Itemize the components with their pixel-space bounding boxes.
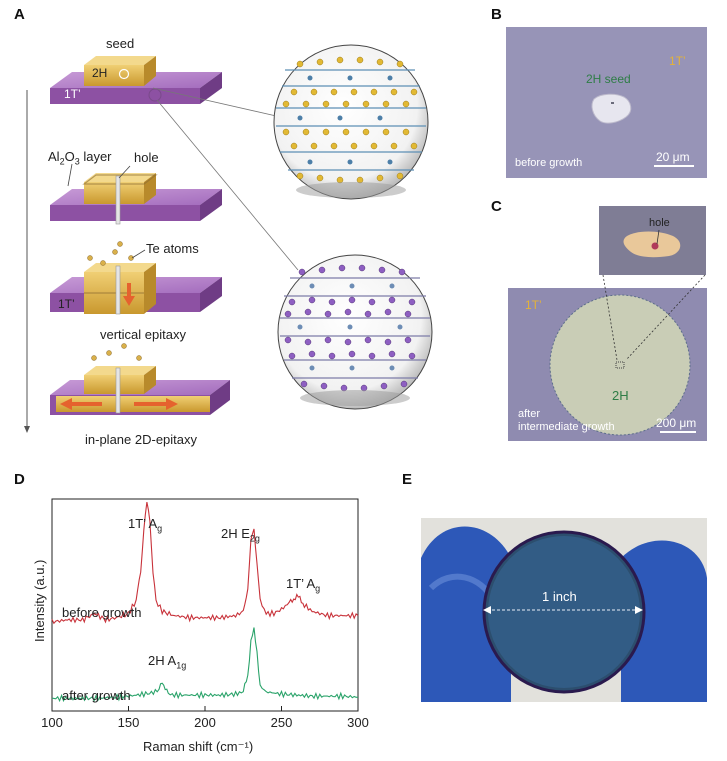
caption-after-growth: after intermediate growth xyxy=(518,408,615,433)
peak-label-1t-a: 1T’ Ag xyxy=(128,516,163,534)
peak-label-2h-e: 2H E2g xyxy=(221,526,260,544)
vertical-epitaxy-label: vertical epitaxy xyxy=(100,327,186,342)
series-label-after: after growth xyxy=(62,688,131,703)
wafer-photo: 1 inch xyxy=(421,518,707,702)
inplane-epitaxy-label: in-plane 2D-epitaxy xyxy=(85,432,198,447)
panel-label-c: C xyxy=(491,198,502,215)
series-label-before: before growth xyxy=(62,605,142,620)
panel-a-schematic xyxy=(24,44,433,433)
sphere-2h-structure xyxy=(273,44,429,200)
panel-label-b: B xyxy=(491,6,502,23)
x-tick-label: 150 xyxy=(118,715,140,730)
domain-2h-label: 2H xyxy=(612,388,629,403)
panel-label-a: A xyxy=(14,6,25,23)
step4-block xyxy=(50,343,230,415)
panel-label-e: E xyxy=(402,471,413,488)
raman-chart: 100 150 200 250 300 xyxy=(41,498,369,730)
seed-label: seed xyxy=(106,36,135,51)
micrograph-inset: hole xyxy=(599,206,706,275)
peak-label-1t-a2: 1T’ Ag xyxy=(286,576,321,594)
film-phase-label-b: 1T’ xyxy=(669,54,686,68)
step3-block xyxy=(50,241,222,315)
inset-leader-lines xyxy=(602,274,706,361)
film-phase-label: 1T’ xyxy=(64,87,81,101)
caption-before-growth: before growth xyxy=(515,157,583,169)
series-line-after-growth xyxy=(51,627,359,703)
y-axis-label: Intensity (a.u.) xyxy=(32,559,47,642)
x-tick-label: 250 xyxy=(271,715,293,730)
x-tick-label: 300 xyxy=(347,715,369,730)
film-phase-label-c: 1T’ xyxy=(525,298,542,312)
panel-label-d: D xyxy=(14,471,25,488)
wafer-measure-label: 1 inch xyxy=(542,589,577,604)
seed-phase-label: 2H xyxy=(92,66,108,80)
step1-block xyxy=(50,56,222,104)
x-axis-label: Raman shift (cm⁻¹) xyxy=(143,739,254,754)
al2o3-layer-label: Al2O3 layer xyxy=(48,149,112,167)
micrograph-before-growth: 1T’ 2H seed before growth 20 μm xyxy=(506,27,707,178)
hole-label: hole xyxy=(134,150,159,165)
x-tick-label: 200 xyxy=(194,715,216,730)
peak-label-2h-a: 2H A1g xyxy=(148,653,187,671)
scale-bar-b: 20 μm xyxy=(656,150,690,164)
x-tick-label: 100 xyxy=(41,715,63,730)
scale-bar-c: 200 μm xyxy=(656,416,697,430)
step2-block xyxy=(50,173,222,225)
film-phase-label-step3: 1T’ xyxy=(58,297,75,311)
micrograph-after-growth: 1T’ 2H after intermediate growth 200 μm xyxy=(508,288,707,441)
series-line-before-growth xyxy=(51,501,359,625)
te-atoms-label: Te atoms xyxy=(146,241,199,256)
sphere-1t-structure xyxy=(277,254,433,410)
inset-hole-label: hole xyxy=(649,217,670,229)
seed-label-b: 2H seed xyxy=(586,72,631,86)
